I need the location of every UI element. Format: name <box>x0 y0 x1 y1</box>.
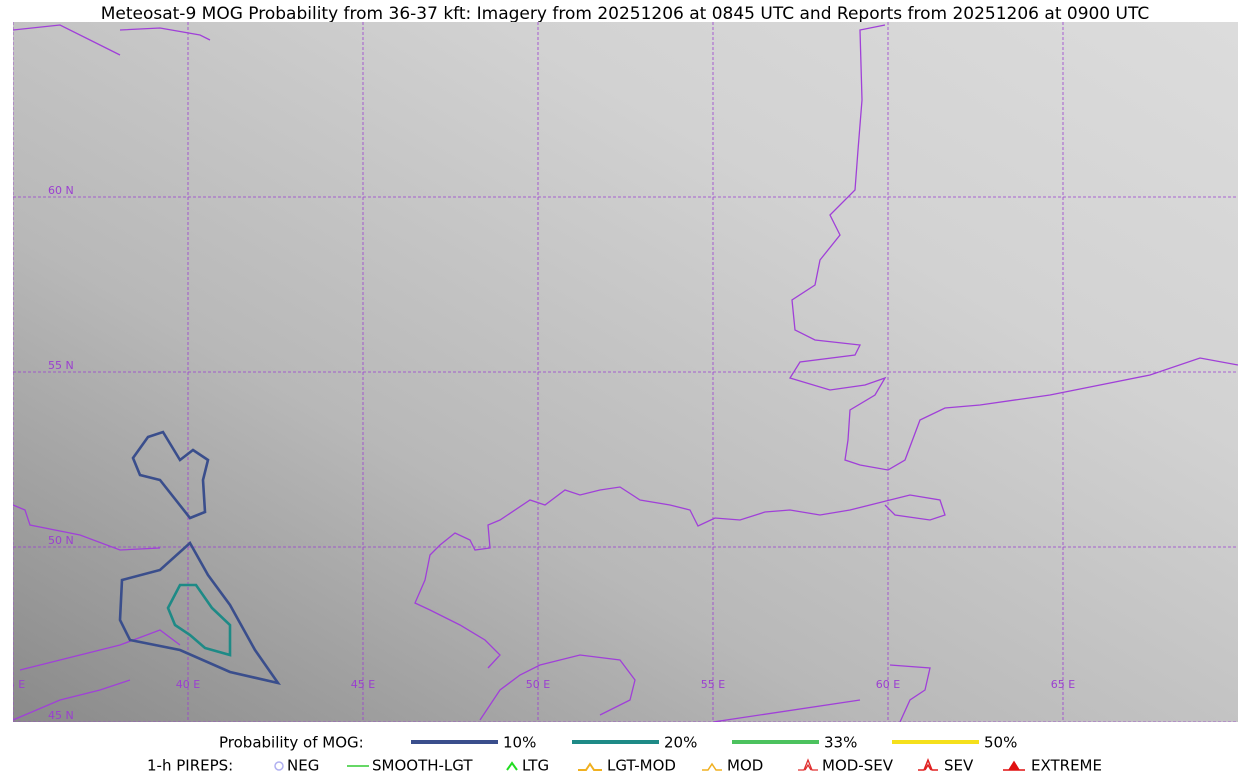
lon-label: 65 E <box>1051 678 1075 691</box>
graticule-labels: 35 E 40 E 45 E 50 E 55 E 60 E 65 E 45 N 50 N 55 N… <box>1 184 1075 722</box>
coastline <box>414 486 946 669</box>
legend-label: SMOOTH-LGT <box>372 757 473 775</box>
contour-20 <box>166 583 232 657</box>
lon-label: 60 E <box>876 678 900 691</box>
legend-label: MOD-SEV <box>822 757 894 775</box>
legend-label: SEV <box>944 757 974 775</box>
legend-label: MOD <box>727 757 763 775</box>
legend-label: 33% <box>824 734 857 752</box>
map-area: 35 E 40 E 45 E 50 E 55 E 60 E 65 E 45 N 50 N 55 N… <box>1 22 1238 722</box>
legend-label: 10% <box>503 734 536 752</box>
legend-label: EXTREME <box>1031 757 1102 775</box>
border <box>788 24 1238 471</box>
graticule <box>13 22 1238 722</box>
pirep-icon <box>274 761 284 771</box>
legend-title: Probability of MOG: <box>219 734 364 752</box>
pirep-icon <box>798 758 818 771</box>
coastline <box>13 24 931 722</box>
pirep-icon <box>578 762 602 771</box>
title: Meteosat-9 MOG Probability from 36-37 kf… <box>101 4 1150 24</box>
lon-label: 55 E <box>701 678 725 691</box>
pirep-icon <box>506 761 518 771</box>
lat-label: 60 N <box>48 184 74 197</box>
lon-label: 35 E <box>1 678 25 691</box>
boundaries <box>13 24 1238 722</box>
pirep-icon <box>702 762 722 771</box>
lat-label: 45 N <box>48 709 74 722</box>
lon-label: 50 E <box>526 678 550 691</box>
lat-label: 55 N <box>48 359 74 372</box>
lon-label: 45 E <box>351 678 375 691</box>
lat-label: 50 N <box>48 534 74 547</box>
legend-label: LTG <box>522 757 549 775</box>
legend-label: LGT-MOD <box>607 757 676 775</box>
pirep-icon <box>918 757 938 771</box>
legend: Probability of MOG: 10% 20% 33% 50% 1-h PIREP… <box>147 734 1102 775</box>
lon-label: 40 E <box>176 678 200 691</box>
legend-label: NEG <box>287 757 319 775</box>
contour-10 <box>131 430 210 520</box>
legend-label: 50% <box>984 734 1017 752</box>
legend-title: 1-h PIREPS: <box>147 757 233 775</box>
pirep-icon <box>1003 760 1025 771</box>
probability-contours <box>118 430 281 686</box>
legend-label: 20% <box>664 734 697 752</box>
contour-10 <box>118 540 281 686</box>
